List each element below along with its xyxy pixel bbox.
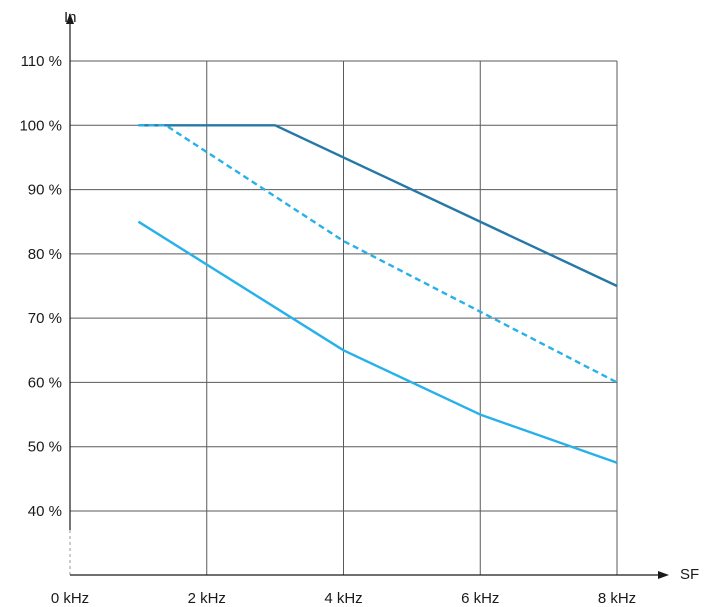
y-axis-title: In [64,9,77,26]
x-axis-title: SF [680,566,699,583]
y-tick-label: 60 % [28,374,62,391]
tick-labels: 40 % 50 % 60 % 70 % 80 % 90 % 100 % 110 % 0 kHz 2… [19,53,636,607]
y-tick-label: 70 % [28,310,62,327]
series-line-1 [138,124,618,288]
x-tick-label: 4 kHz [324,590,362,607]
y-tick-label: 110 % [21,53,62,70]
y-tick-label: 90 % [28,182,62,199]
axes: In SF [64,9,699,583]
y-tick-label: 100 % [19,117,62,134]
series-line-3 [137,220,618,464]
y-tick-label: 50 % [28,439,62,456]
y-axis-arrow [66,13,74,24]
x-tick-label: 2 kHz [188,590,226,607]
series-group [137,124,618,464]
x-tick-label: 8 kHz [598,590,636,607]
grid [70,60,618,575]
y-tick-label: 80 % [28,246,62,263]
series-line-2 [138,124,618,384]
x-tick-label: 0 kHz [51,590,89,607]
x-axis-arrow [658,571,669,579]
y-tick-label: 40 % [28,503,62,520]
x-tick-label: 6 kHz [461,590,499,607]
